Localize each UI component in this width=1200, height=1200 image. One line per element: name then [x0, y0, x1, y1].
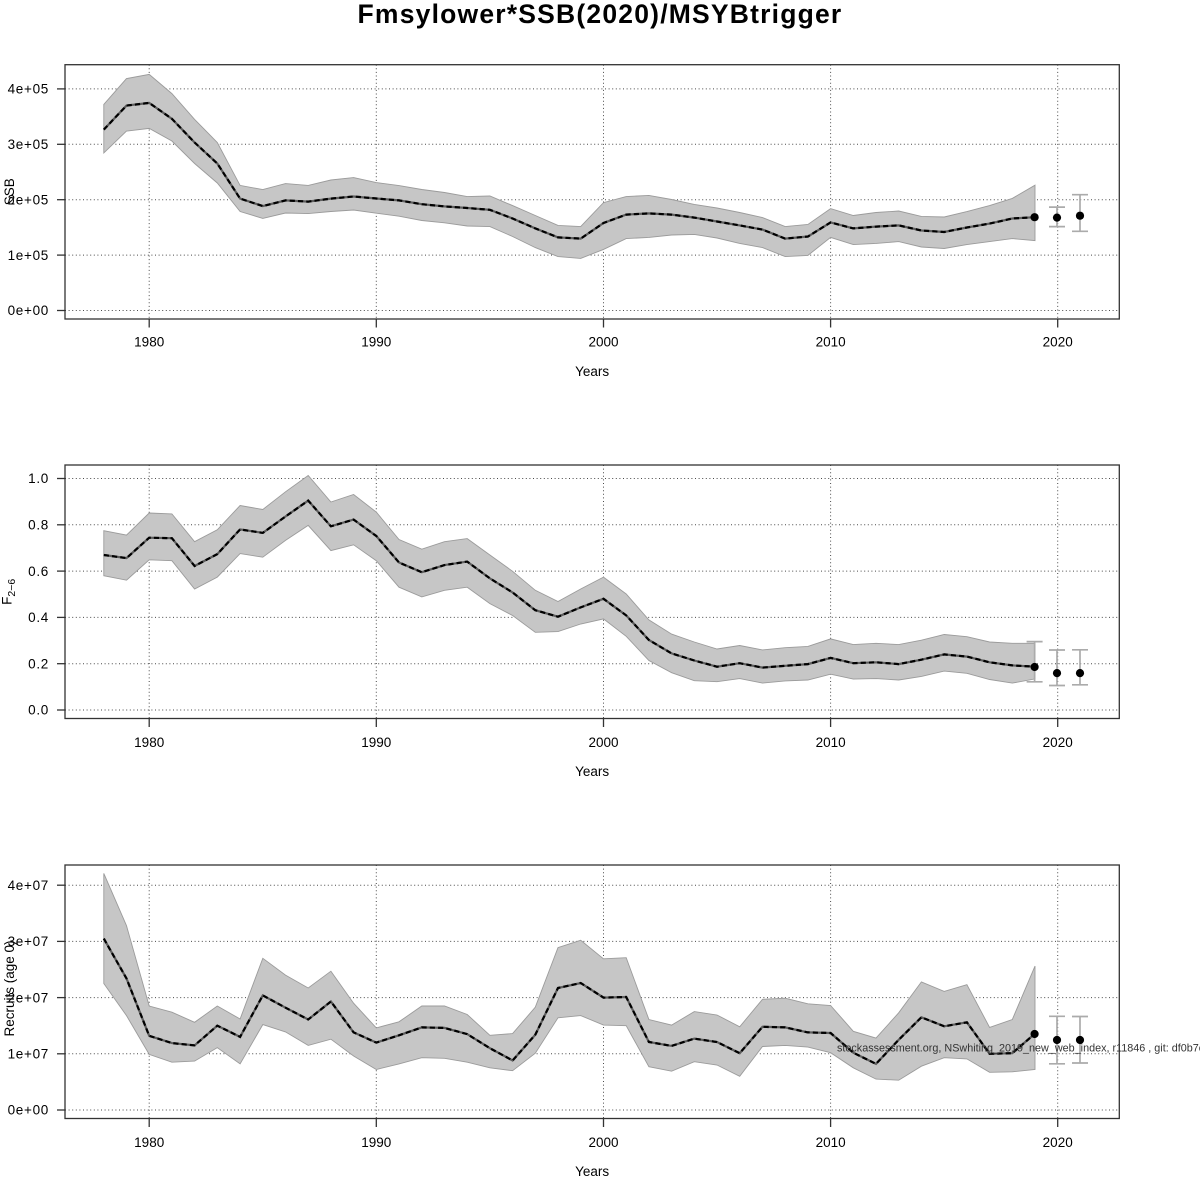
svg-text:2e+05: 2e+05	[8, 192, 49, 207]
svg-text:Recruits (age 0): Recruits (age 0)	[2, 940, 17, 1036]
svg-text:1990: 1990	[361, 335, 391, 350]
svg-text:2000: 2000	[588, 735, 618, 750]
svg-text:0e+00: 0e+00	[8, 1103, 49, 1118]
svg-text:2010: 2010	[816, 335, 846, 350]
svg-text:2000: 2000	[588, 1135, 618, 1150]
svg-text:stockassessment.org, NSwhiting: stockassessment.org, NSwhiting_2019_new_…	[837, 1043, 1200, 1055]
svg-text:Years: Years	[575, 364, 609, 379]
svg-text:Years: Years	[575, 764, 609, 779]
svg-text:2020: 2020	[1043, 335, 1073, 350]
svg-text:1e+05: 1e+05	[8, 248, 49, 263]
svg-text:0.8: 0.8	[28, 518, 49, 533]
svg-text:2020: 2020	[1043, 735, 1073, 750]
svg-text:1e+07: 1e+07	[8, 1047, 49, 1062]
svg-text:0.0: 0.0	[28, 703, 49, 718]
svg-text:Fmsylower*SSB(2020)/MSYBtrigge: Fmsylower*SSB(2020)/MSYBtrigger	[358, 0, 843, 29]
svg-text:0.4: 0.4	[28, 610, 49, 625]
svg-text:SSB: SSB	[2, 178, 17, 205]
svg-text:1990: 1990	[361, 1135, 391, 1150]
svg-text:1980: 1980	[134, 1135, 164, 1150]
svg-text:2010: 2010	[816, 1135, 846, 1150]
svg-text:0.2: 0.2	[28, 656, 49, 671]
svg-text:Years: Years	[575, 1164, 609, 1179]
svg-text:1980: 1980	[134, 335, 164, 350]
svg-text:1990: 1990	[361, 735, 391, 750]
svg-text:0e+00: 0e+00	[8, 303, 49, 318]
svg-text:2e+07: 2e+07	[8, 990, 49, 1005]
svg-text:1980: 1980	[134, 735, 164, 750]
svg-text:2010: 2010	[816, 735, 846, 750]
svg-text:3e+07: 3e+07	[8, 934, 49, 949]
svg-text:0.6: 0.6	[28, 564, 49, 579]
svg-text:3e+05: 3e+05	[8, 137, 49, 152]
svg-text:4e+07: 4e+07	[8, 878, 49, 893]
svg-text:2020: 2020	[1043, 1135, 1073, 1150]
svg-text:4e+05: 4e+05	[8, 82, 49, 97]
svg-text:1.0: 1.0	[28, 471, 49, 486]
svg-text:2000: 2000	[588, 335, 618, 350]
